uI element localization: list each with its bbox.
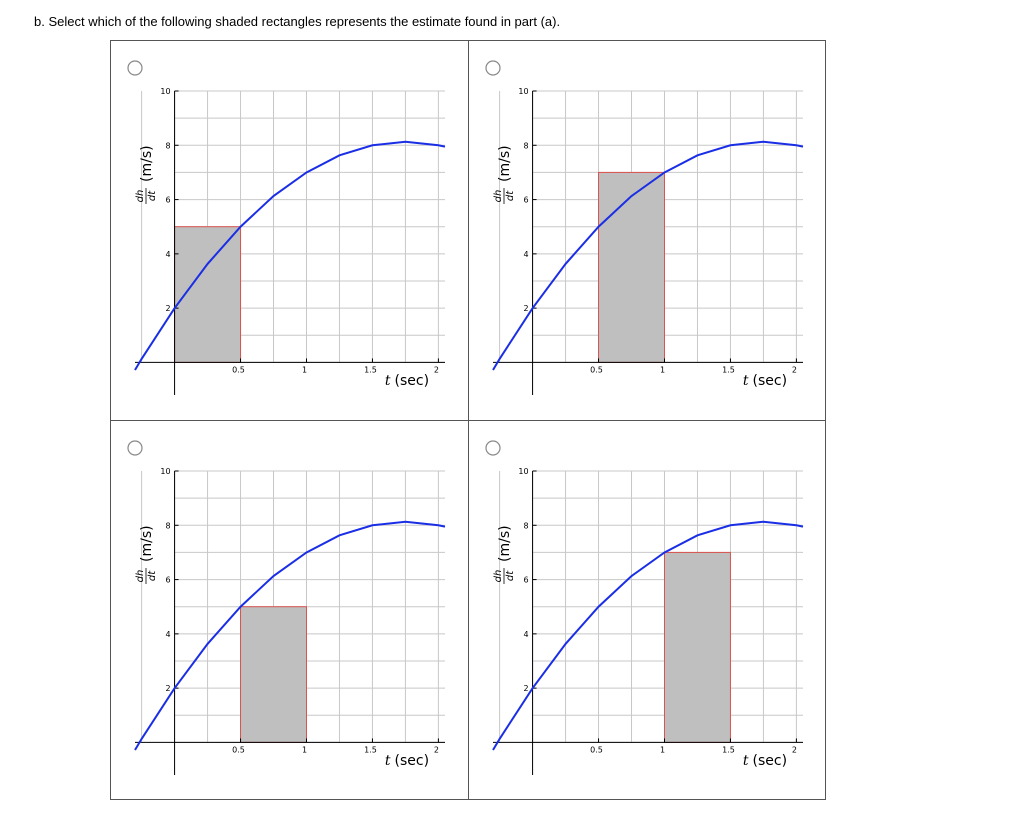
y-tick-label: 6 bbox=[165, 196, 170, 205]
options-grid: 0.5 1 1.5 2 2 4 6 8 10 t (sec) dh dt (m/s) 0.5 1 1.5 2 2 4 6… bbox=[110, 40, 826, 800]
answer-option: 0.5 1 1.5 2 2 4 6 8 10 t (sec) dh dt (m/s) bbox=[468, 420, 826, 800]
x-tick-label: 2 bbox=[434, 365, 439, 374]
y-axis-label: dh dt (m/s) bbox=[135, 145, 158, 204]
shaded-rectangle bbox=[663, 551, 731, 743]
y-tick-label: 8 bbox=[165, 521, 170, 530]
y-tick-label: 6 bbox=[165, 576, 170, 585]
x-tick-label: 1.5 bbox=[722, 365, 735, 374]
x-tick-label: 1.5 bbox=[364, 745, 377, 754]
y-axis-label: dh dt (m/s) bbox=[135, 525, 158, 584]
y-tick-label: 10 bbox=[160, 87, 170, 96]
x-label-unit: (sec) bbox=[395, 373, 430, 389]
y-label-den: dt bbox=[505, 190, 516, 201]
y-tick-label: 8 bbox=[165, 141, 170, 150]
y-tick-label: 2 bbox=[165, 304, 170, 313]
y-label-unit: (m/s) bbox=[139, 525, 155, 562]
x-label-unit: (sec) bbox=[753, 753, 788, 769]
radio-button[interactable] bbox=[127, 60, 143, 76]
y-tick-label: 4 bbox=[165, 630, 170, 639]
x-tick-label: 0.5 bbox=[590, 745, 603, 754]
radio-button[interactable] bbox=[485, 60, 501, 76]
answer-option: 0.5 1 1.5 2 2 4 6 8 10 t (sec) dh dt (m/s) bbox=[110, 420, 469, 800]
question: b. Select which of the following shaded … bbox=[34, 14, 561, 29]
y-tick-label: 4 bbox=[523, 250, 528, 259]
chart: 0.5 1 1.5 2 2 4 6 8 10 t (sec) dh dt (m/s) bbox=[127, 440, 446, 775]
chart: 0.5 1 1.5 2 2 4 6 8 10 t (sec) dh dt (m/s) bbox=[485, 60, 804, 395]
y-tick-label: 10 bbox=[518, 467, 528, 476]
radio-button[interactable] bbox=[127, 440, 143, 456]
answer-option: 0.5 1 1.5 2 2 4 6 8 10 t (sec) dh dt (m/s) bbox=[110, 40, 469, 421]
y-tick-label: 10 bbox=[518, 87, 528, 96]
y-label-den: dt bbox=[147, 570, 158, 581]
x-axis-label: t (sec) bbox=[385, 373, 429, 389]
x-axis-label: t (sec) bbox=[743, 753, 787, 769]
x-tick-label: 2 bbox=[434, 745, 439, 754]
x-label-unit: (sec) bbox=[395, 753, 430, 769]
answer-option: 0.5 1 1.5 2 2 4 6 8 10 t (sec) dh dt (m/s) bbox=[468, 40, 826, 421]
x-tick-label: 0.5 bbox=[590, 365, 603, 374]
y-tick-label: 10 bbox=[160, 467, 170, 476]
radio-button[interactable] bbox=[485, 440, 501, 456]
x-label-var: t bbox=[743, 753, 749, 769]
x-label-var: t bbox=[385, 753, 391, 769]
x-label-var: t bbox=[743, 373, 749, 389]
y-label-unit: (m/s) bbox=[497, 525, 513, 562]
y-label-num: dh bbox=[135, 570, 146, 583]
y-tick-label: 2 bbox=[523, 304, 528, 313]
y-label-den: dt bbox=[505, 570, 516, 581]
y-tick-label: 2 bbox=[165, 684, 170, 693]
x-tick-label: 1.5 bbox=[364, 365, 377, 374]
chart: 0.5 1 1.5 2 2 4 6 8 10 t (sec) dh dt (m/s) bbox=[485, 440, 804, 775]
curve bbox=[492, 140, 804, 371]
chart: 0.5 1 1.5 2 2 4 6 8 10 t (sec) dh dt (m/s) bbox=[127, 60, 446, 395]
y-tick-label: 8 bbox=[523, 521, 528, 530]
x-tick-label: 1.5 bbox=[722, 745, 735, 754]
x-tick-label: 0.5 bbox=[232, 365, 245, 374]
x-tick-label: 1 bbox=[302, 365, 307, 374]
y-axis-label: dh dt (m/s) bbox=[493, 525, 516, 584]
x-axis-label: t (sec) bbox=[743, 373, 787, 389]
curve bbox=[492, 520, 804, 751]
x-label-unit: (sec) bbox=[753, 373, 788, 389]
x-tick-label: 1 bbox=[660, 745, 665, 754]
y-label-den: dt bbox=[147, 190, 158, 201]
curve bbox=[134, 520, 446, 751]
x-tick-label: 2 bbox=[792, 365, 797, 374]
x-tick-label: 1 bbox=[660, 365, 665, 374]
y-axis-label: dh dt (m/s) bbox=[493, 145, 516, 204]
curve bbox=[134, 140, 446, 371]
y-tick-label: 6 bbox=[523, 196, 528, 205]
x-tick-label: 0.5 bbox=[232, 745, 245, 754]
y-label-unit: (m/s) bbox=[139, 145, 155, 182]
y-tick-label: 8 bbox=[523, 141, 528, 150]
x-tick-label: 2 bbox=[792, 745, 797, 754]
y-tick-label: 2 bbox=[523, 684, 528, 693]
shaded-rectangle bbox=[598, 171, 665, 363]
y-tick-label: 4 bbox=[165, 250, 170, 259]
y-tick-label: 4 bbox=[523, 630, 528, 639]
x-label-var: t bbox=[385, 373, 391, 389]
y-label-num: dh bbox=[135, 190, 146, 203]
shaded-rectangle bbox=[240, 606, 307, 743]
x-axis-label: t (sec) bbox=[385, 753, 429, 769]
y-tick-label: 6 bbox=[523, 576, 528, 585]
x-tick-label: 1 bbox=[302, 745, 307, 754]
y-label-num: dh bbox=[493, 570, 504, 583]
y-label-unit: (m/s) bbox=[497, 145, 513, 182]
y-label-num: dh bbox=[493, 190, 504, 203]
